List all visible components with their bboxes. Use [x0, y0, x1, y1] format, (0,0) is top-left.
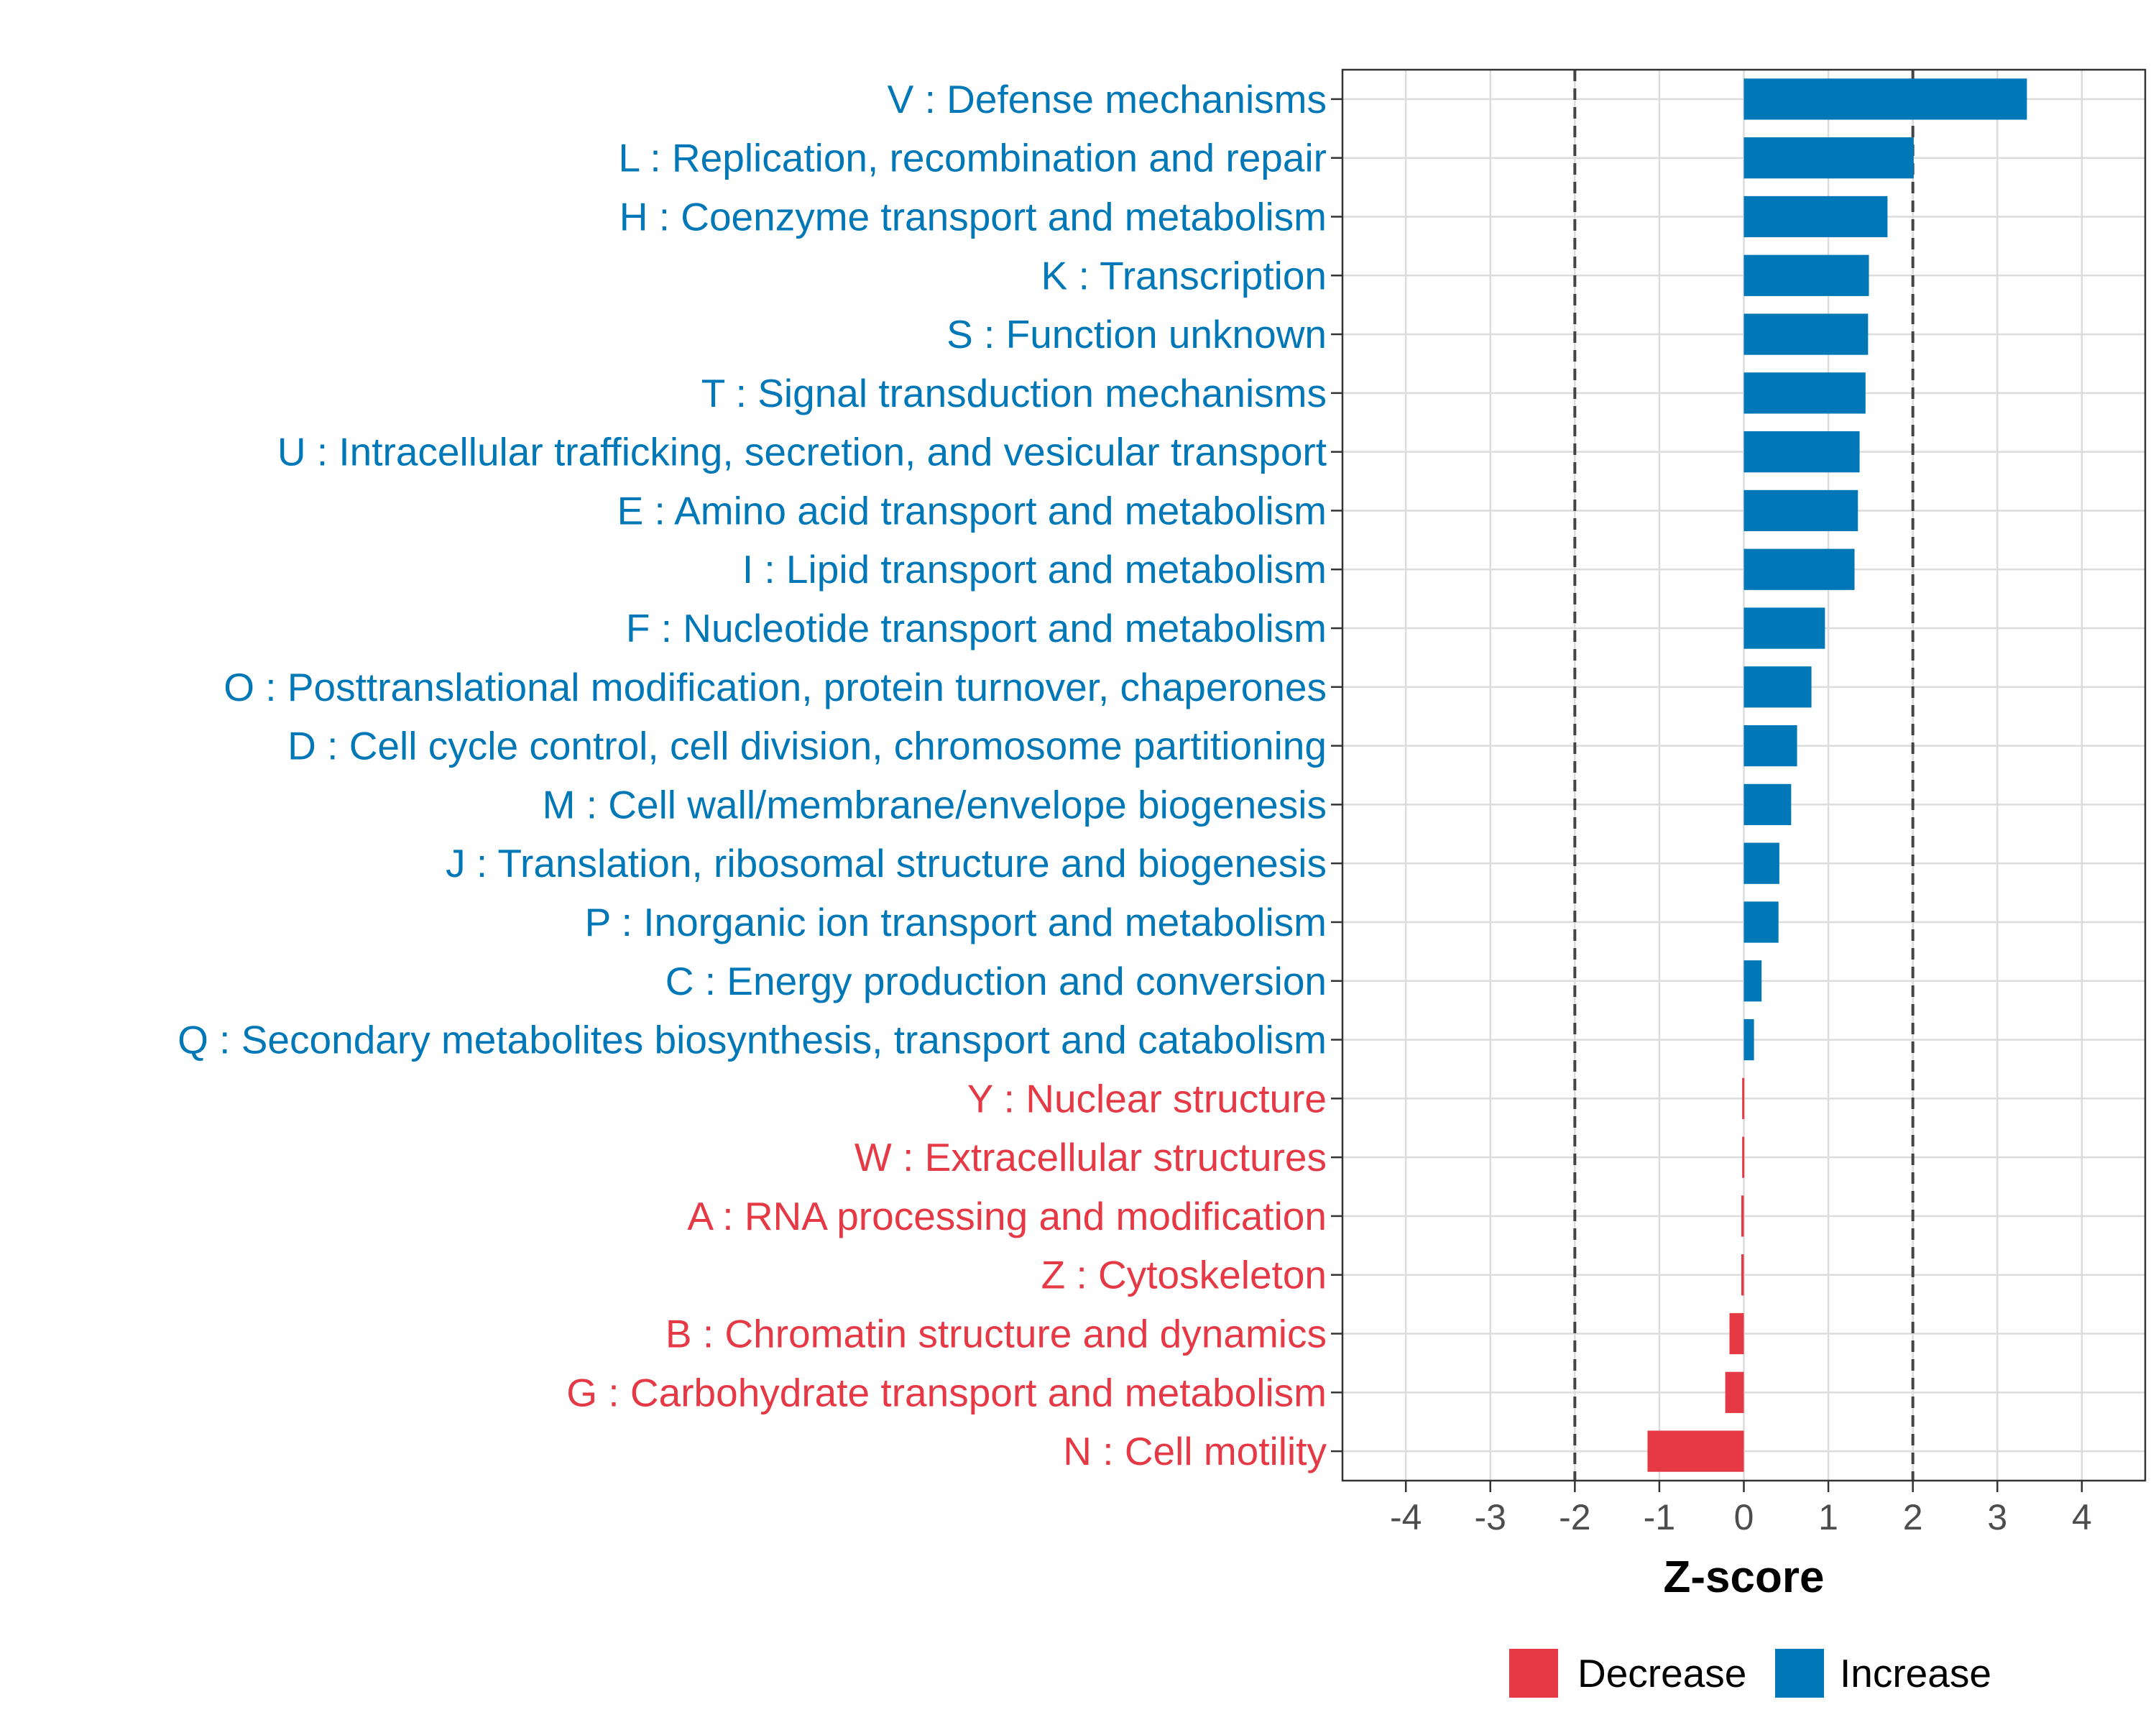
category-label: T : Signal transduction mechanisms: [701, 371, 1327, 415]
category-label: G : Carbohydrate transport and metabolis…: [566, 1370, 1327, 1414]
bar: [1743, 489, 1858, 532]
x-tick-label: -3: [1475, 1497, 1506, 1537]
category-label: N : Cell motility: [1063, 1429, 1327, 1473]
bar: [1743, 842, 1779, 884]
category-label: H : Coenzyme transport and metabolism: [619, 194, 1327, 239]
bar: [1729, 1312, 1744, 1355]
y-axis-labels: V : Defense mechanisms L : Replication, r…: [178, 77, 1327, 1473]
category-label: Q : Secondary metabolites biosynthesis, …: [178, 1018, 1327, 1062]
x-axis-ticks: [1404, 1481, 2083, 1492]
category-label: A : RNA processing and modification: [687, 1194, 1327, 1238]
bar: [1743, 372, 1866, 414]
x-tick-label: 4: [2072, 1497, 2092, 1537]
category-label: P : Inorganic ion transport and metaboli…: [585, 900, 1327, 944]
category-label: F : Nucleotide transport and metabolism: [626, 606, 1327, 650]
bar: [1742, 1136, 1745, 1178]
category-label: S : Function unknown: [946, 312, 1327, 356]
bar: [1743, 1018, 1754, 1061]
bar: [1743, 607, 1825, 649]
x-tick-label: 1: [1818, 1497, 1838, 1537]
category-label: W : Extracellular structures: [854, 1135, 1327, 1179]
bar: [1743, 137, 1914, 179]
bar: [1743, 783, 1792, 826]
bar: [1743, 254, 1869, 296]
bar: [1741, 1254, 1744, 1296]
bar: [1743, 313, 1869, 355]
legend-key-increase: [1775, 1649, 1824, 1698]
category-label: J : Translation, ribosomal structure and…: [446, 841, 1327, 886]
bar: [1743, 78, 2027, 120]
category-label: E : Amino acid transport and metabolism: [617, 488, 1327, 533]
bar: [1743, 666, 1812, 708]
category-label: U : Intracellular trafficking, secretion…: [277, 430, 1327, 474]
bar: [1742, 1077, 1745, 1119]
category-label: C : Energy production and conversion: [665, 959, 1327, 1003]
bar: [1743, 901, 1779, 943]
bar: [1725, 1371, 1744, 1413]
category-label: M : Cell wall/membrane/envelope biogenes…: [543, 782, 1327, 827]
category-label: K : Transcription: [1041, 253, 1327, 298]
category-label: O : Posttranslational modification, prot…: [224, 665, 1327, 709]
bar: [1743, 431, 1860, 473]
bar: [1743, 960, 1762, 1002]
legend-label-increase: Increase: [1840, 1651, 1991, 1696]
x-tick-label: -1: [1644, 1497, 1675, 1537]
category-label: I : Lipid transport and metabolism: [742, 547, 1327, 592]
category-label: Z : Cytoskeleton: [1041, 1253, 1327, 1297]
bar: [1743, 548, 1855, 590]
x-tick-label: 3: [1987, 1497, 2007, 1537]
legend-label-decrease: Decrease: [1577, 1651, 1746, 1696]
x-tick-label: 0: [1734, 1497, 1754, 1537]
bar: [1743, 724, 1797, 767]
x-tick-label: -4: [1390, 1497, 1422, 1537]
bar: [1741, 1195, 1744, 1237]
category-label: L : Replication, recombination and repai…: [619, 136, 1327, 180]
bar: [1647, 1430, 1744, 1472]
category-label: D : Cell cycle control, cell division, c…: [287, 724, 1327, 768]
legend-key-decrease: [1509, 1649, 1558, 1698]
x-axis-title: Z-score: [1664, 1552, 1825, 1602]
bar: [1743, 196, 1888, 238]
reference-lines: [1573, 70, 1915, 1481]
x-tick-label: 2: [1903, 1497, 1923, 1537]
bars: [1647, 78, 2027, 1472]
x-axis-tick-labels: -4 -3 -2 -1 0 1 2 3 4: [1390, 1497, 2092, 1537]
legend: Decrease Increase: [1509, 1649, 1991, 1698]
y-axis-ticks: [1331, 98, 1342, 1453]
category-label: V : Defense mechanisms: [888, 77, 1327, 121]
category-label: Y : Nuclear structure: [967, 1076, 1327, 1121]
x-tick-label: -2: [1559, 1497, 1590, 1537]
category-label: B : Chromatin structure and dynamics: [665, 1312, 1327, 1356]
